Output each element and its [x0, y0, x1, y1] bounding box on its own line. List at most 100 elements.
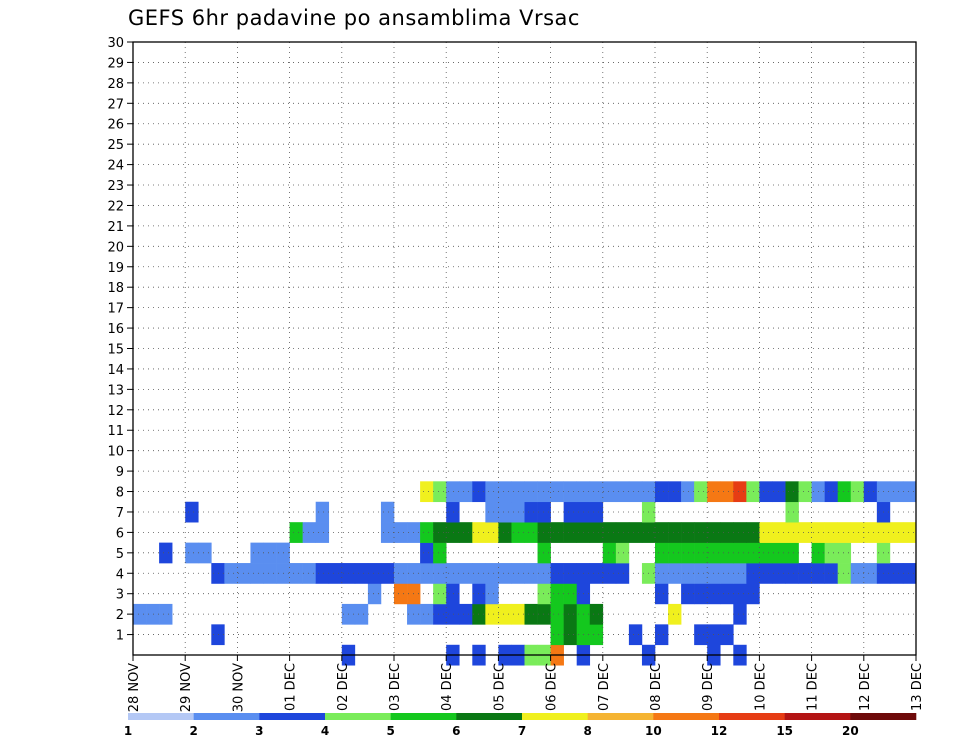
heatmap-cell — [133, 603, 147, 625]
heatmap-cell — [524, 522, 538, 543]
heatmap-cell — [498, 603, 512, 625]
heatmap-cell — [211, 563, 225, 584]
colorbar-label: 10 — [645, 724, 662, 738]
y-tick-label: 30 — [107, 36, 124, 51]
heatmap-cell — [563, 624, 577, 646]
heatmap-cell — [837, 542, 852, 564]
colorbar-swatch — [850, 713, 917, 720]
colorbar-swatch — [390, 713, 457, 720]
heatmap-cell — [785, 481, 799, 503]
heatmap-cell — [446, 603, 460, 625]
colorbar-label: 1 — [124, 724, 132, 738]
heatmap-cell — [524, 603, 538, 625]
heatmap-cell — [459, 481, 473, 503]
heatmap-cell — [354, 563, 369, 584]
y-tick-label: 2 — [116, 608, 124, 623]
heatmap-cell — [485, 603, 499, 625]
heatmap-cell — [302, 522, 316, 543]
x-tick-label: 29 NOV — [179, 663, 194, 712]
y-tick-label: 6 — [116, 526, 124, 541]
heatmap-cell — [589, 563, 604, 584]
heatmap-cell — [824, 522, 838, 543]
heatmap-cell — [237, 563, 251, 584]
heatmap-cell — [772, 522, 786, 543]
x-tick-label: 11 DEC — [806, 663, 821, 711]
heatmap-cell — [850, 481, 865, 503]
heatmap-cell — [433, 522, 447, 543]
heatmap-cell — [420, 563, 434, 584]
heatmap-cell — [628, 624, 643, 646]
x-tick-label: 08 DEC — [649, 663, 664, 711]
y-tick-label: 25 — [107, 138, 124, 153]
y-tick-label: 15 — [107, 343, 124, 358]
colorbar-label: 20 — [842, 724, 859, 738]
colorbar-label: 8 — [583, 724, 591, 738]
heatmap-cell — [759, 522, 773, 543]
colorbar-swatch — [784, 713, 851, 720]
heatmap-cell — [289, 563, 303, 584]
heatmap-cell — [550, 603, 564, 625]
heatmap-cell — [563, 563, 577, 584]
heatmap-cell — [602, 481, 617, 503]
heatmap-cell — [524, 481, 538, 503]
heatmap-cell — [655, 522, 669, 543]
heatmap-cell — [785, 501, 799, 523]
heatmap-cell — [524, 501, 538, 523]
heatmap-cell — [772, 563, 786, 584]
y-tick-label: 12 — [107, 404, 124, 419]
heatmap-cell — [798, 522, 812, 543]
heatmap-cell — [772, 542, 786, 564]
heatmap-cell — [615, 522, 630, 543]
y-tick-label: 14 — [107, 363, 124, 378]
heatmap-cell — [655, 481, 669, 503]
heatmap-cell — [602, 563, 617, 584]
heatmap-cell — [537, 563, 551, 584]
heatmap-cell — [485, 522, 499, 543]
y-tick-label: 24 — [107, 159, 124, 174]
heatmap-cell — [681, 522, 695, 543]
heatmap-cell — [563, 522, 577, 543]
x-tick-label: 13 DEC — [910, 663, 925, 711]
heatmap-cell — [263, 542, 277, 564]
heatmap-cell — [850, 563, 865, 584]
heatmap-cell — [902, 481, 917, 503]
heatmap-cell — [863, 563, 878, 584]
heatmap-cell — [367, 563, 382, 584]
heatmap-cell — [498, 501, 512, 523]
heatmap-cell — [589, 481, 604, 503]
heatmap-cell — [863, 522, 878, 543]
heatmap-cell — [433, 563, 447, 584]
heatmap-cell — [628, 522, 643, 543]
x-tick-label: 05 DEC — [492, 663, 507, 711]
colorbar-swatch — [587, 713, 654, 720]
x-tick-label: 12 DEC — [858, 663, 873, 711]
heatmap-cell — [798, 563, 812, 584]
heatmap-cell — [537, 603, 551, 625]
heatmap-cell — [537, 501, 551, 523]
heatmap-cell — [694, 481, 708, 503]
colorbar-label: 5 — [386, 724, 394, 738]
heatmap-cell — [563, 481, 577, 503]
heatmap-cell — [159, 603, 173, 625]
heatmap-cell — [394, 583, 408, 605]
heatmap-cell — [850, 522, 865, 543]
heatmap-cell — [537, 481, 551, 503]
heatmap-cell — [159, 542, 173, 564]
x-tick-label: 28 NOV — [127, 663, 142, 712]
heatmap-cell — [302, 563, 316, 584]
heatmap-cell — [589, 624, 604, 646]
heatmap-cell — [902, 563, 917, 584]
heatmap-cell — [615, 542, 630, 564]
colorbar: 1 2 3 4 5 6 7 8 10 12 15 20 — [124, 713, 917, 738]
heatmap-cell — [668, 563, 682, 584]
heatmap-cell — [498, 522, 512, 543]
heatmap-cell — [433, 481, 447, 503]
heatmap-cell — [668, 542, 682, 564]
y-tick-label: 27 — [107, 97, 124, 112]
heatmap-cell — [198, 542, 212, 564]
heatmap-cell — [681, 481, 695, 503]
heatmap-cell — [655, 563, 669, 584]
heatmap-cell — [655, 542, 669, 564]
x-axis-ticks: 28 NOV 29 NOV 30 NOV 01 DEC 02 DEC 03 DEC 04 D… — [127, 655, 925, 712]
heatmap-cell — [668, 481, 682, 503]
